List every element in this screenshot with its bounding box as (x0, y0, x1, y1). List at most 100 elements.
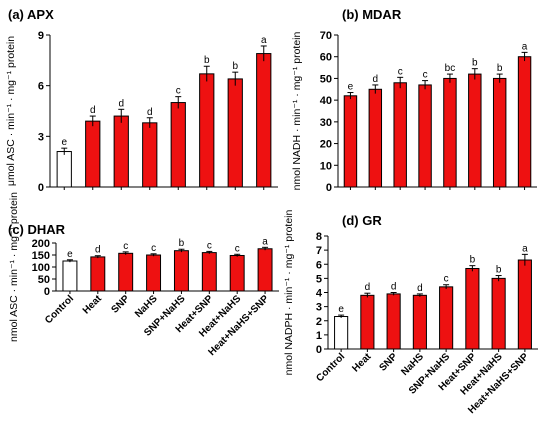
bar-snp-nahs (170, 102, 186, 188)
significance-letter: c (123, 241, 128, 252)
category-label: Heat (81, 293, 105, 317)
bar-heat (360, 294, 375, 350)
y-tick-label: 10 (320, 160, 332, 172)
bar-control (62, 260, 78, 292)
y-tick-label: 50 (38, 274, 50, 286)
y-axis-label: nmol NADH · min⁻¹ · mg⁻¹ protein (291, 31, 303, 190)
significance-letter: d (417, 283, 423, 294)
significance-letter: c (235, 243, 240, 254)
y-tick-label: 40 (320, 95, 332, 107)
bar-heat-nahs-snp (257, 248, 273, 292)
panel-2: (b) MDAR 0 10 20 30 40 50 60 70 nmol NADH · min⁻¹… (291, 7, 537, 194)
panel-title: (a) APX (8, 7, 54, 22)
bar-nahs (412, 294, 427, 350)
y-tick-label: 2 (316, 316, 322, 328)
significance-letter: b (204, 55, 210, 66)
bar-heat-snp (468, 73, 482, 188)
significance-letter: d (95, 245, 101, 256)
significance-letter: b (497, 63, 503, 74)
bar-heat-nahs (229, 254, 245, 292)
y-tick-label: 3 (316, 302, 322, 314)
bar-nahs (418, 84, 432, 188)
bar-control (343, 95, 358, 188)
panel-title: (c) DHAR (8, 222, 66, 237)
bar-heat-snp (201, 252, 217, 292)
significance-letter: b (470, 255, 476, 266)
y-tick-label: 0 (316, 344, 322, 356)
bar-nahs (142, 122, 158, 188)
y-tick-label: 6 (38, 81, 44, 93)
bar-heat (85, 120, 101, 188)
significance-letter: b (472, 58, 478, 69)
significance-letter: c (207, 240, 212, 251)
significance-letter: a (522, 243, 528, 254)
bar-heat-nahs-snp (517, 259, 532, 350)
significance-letter: d (147, 107, 153, 118)
bar-heat (368, 88, 383, 188)
y-tick-label: 70 (320, 30, 332, 42)
significance-letter: a (522, 41, 528, 52)
bar-snp-nahs (173, 250, 189, 292)
bar-heat-snp (199, 73, 215, 188)
y-tick-label: 8 (316, 231, 322, 243)
bar-snp (386, 293, 401, 350)
y-tick-label: 7 (316, 245, 322, 257)
significance-letter: e (338, 304, 344, 315)
bar-heat-snp (465, 267, 480, 350)
category-label: Control (43, 293, 76, 326)
panel-title: (b) MDAR (342, 7, 402, 22)
bar-snp-nahs (443, 77, 457, 188)
bar-nahs (146, 254, 162, 292)
bar-heat (90, 256, 106, 292)
category-label: Control (314, 351, 347, 384)
y-axis-label: μmol ASC · min⁻¹ · mg⁻¹ protein (5, 36, 17, 186)
panel-4: (d) GR 0 1 2 3 4 5 6 7 8 nmol NADPH · min⁻¹ · mg⁻¹… (283, 209, 538, 416)
y-axis-label: nmol ASC · min⁻¹ · mg⁻¹ protein (8, 192, 20, 342)
bar-control (56, 151, 72, 188)
y-tick-label: 0 (326, 182, 332, 194)
significance-letter: a (261, 35, 267, 46)
y-tick-label: 0 (44, 286, 50, 298)
significance-letter: c (444, 274, 449, 285)
bar-snp (393, 82, 407, 188)
significance-letter: b (179, 238, 185, 249)
y-tick-label: 30 (320, 117, 332, 129)
bar-heat-nahs (491, 277, 506, 350)
bar-heat-nahs-snp (256, 53, 272, 188)
y-tick-label: 3 (38, 131, 44, 143)
category-label: SNP (377, 351, 400, 374)
y-tick-label: 50 (320, 73, 332, 85)
significance-letter: b (496, 265, 502, 276)
significance-letter: b (232, 61, 238, 72)
bar-heat-nahs-snp (517, 56, 532, 188)
significance-letter: d (118, 98, 124, 109)
bar-snp (118, 252, 134, 292)
significance-letter: e (348, 82, 354, 93)
panel-title: (d) GR (342, 213, 382, 228)
y-tick-label: 0 (38, 182, 44, 194)
panel-1: (a) APX 0 3 6 9 μmol ASC · min⁻¹ · mg⁻¹ prote… (5, 7, 278, 194)
y-tick-label: 1 (316, 330, 322, 342)
significance-letter: d (373, 74, 379, 85)
significance-letter: c (423, 70, 428, 81)
y-tick-label: 150 (32, 250, 50, 262)
bar-control (334, 316, 349, 350)
y-tick-label: 6 (316, 259, 322, 271)
significance-letter: bc (445, 63, 456, 74)
y-tick-label: 9 (38, 30, 44, 42)
significance-letter: c (176, 86, 181, 97)
y-axis-label: nmol NADPH · min⁻¹ · mg⁻¹ protein (283, 209, 295, 375)
significance-letter: a (262, 236, 268, 247)
bar-heat-nahs (227, 78, 243, 188)
significance-letter: c (151, 243, 156, 254)
y-tick-label: 60 (320, 52, 332, 64)
significance-letter: d (90, 105, 96, 116)
significance-letter: d (365, 282, 371, 293)
y-tick-label: 200 (32, 238, 50, 250)
significance-letter: d (391, 282, 397, 293)
significance-letter: e (67, 249, 73, 260)
category-label: SNP (109, 293, 132, 316)
y-tick-label: 4 (316, 288, 323, 300)
bar-heat-nahs (492, 77, 507, 188)
